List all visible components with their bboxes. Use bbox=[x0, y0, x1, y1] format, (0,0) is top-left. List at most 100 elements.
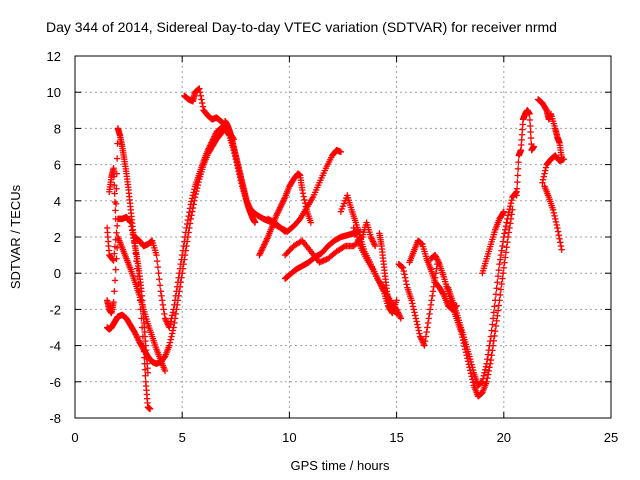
y-tick-label: -4 bbox=[49, 339, 61, 354]
data-series bbox=[221, 117, 259, 226]
data-point-marker bbox=[493, 285, 500, 292]
data-point-marker bbox=[127, 219, 134, 226]
x-tick-label: 25 bbox=[604, 430, 618, 445]
data-point-marker bbox=[112, 266, 119, 273]
data-point-marker bbox=[415, 327, 422, 334]
data-point-marker bbox=[481, 369, 488, 376]
data-point-marker bbox=[190, 189, 197, 196]
data-point-marker bbox=[140, 342, 147, 349]
y-tick-label: 4 bbox=[54, 194, 61, 209]
data-point-marker bbox=[126, 218, 134, 225]
data-point-marker bbox=[426, 310, 433, 318]
data-point-marker bbox=[555, 231, 563, 239]
data-point-marker bbox=[514, 165, 522, 173]
data-series bbox=[106, 125, 152, 376]
data-point-marker bbox=[111, 277, 119, 284]
data-point-marker bbox=[505, 229, 513, 236]
data-point-marker bbox=[189, 192, 197, 199]
x-tick-label: 20 bbox=[497, 430, 511, 445]
data-series bbox=[539, 152, 568, 186]
y-axis-label: SDTVAR / TECUs bbox=[8, 184, 23, 289]
data-point-marker bbox=[499, 238, 507, 245]
data-point-marker bbox=[490, 309, 497, 316]
data-point-marker bbox=[161, 310, 168, 318]
data-point-marker bbox=[483, 360, 490, 367]
data-point-marker bbox=[424, 324, 431, 331]
data-point-marker bbox=[527, 122, 534, 130]
data-point-marker bbox=[482, 366, 489, 373]
data-point-marker bbox=[502, 222, 510, 230]
data-point-marker bbox=[506, 206, 513, 213]
data-point-marker bbox=[353, 233, 361, 241]
data-point-marker bbox=[488, 327, 495, 334]
y-tick-label: 12 bbox=[47, 49, 61, 64]
y-tick-label: -6 bbox=[49, 375, 61, 390]
data-point-marker bbox=[499, 275, 506, 282]
data-point-marker bbox=[401, 274, 409, 281]
data-point-marker bbox=[199, 99, 206, 107]
data-point-marker bbox=[507, 220, 514, 227]
data-point-marker bbox=[413, 318, 420, 325]
data-point-marker bbox=[502, 226, 509, 233]
data-point-marker bbox=[156, 276, 163, 283]
data-point-marker bbox=[355, 239, 363, 247]
data-point-marker bbox=[146, 405, 154, 413]
data-series bbox=[264, 146, 345, 235]
data-point-marker bbox=[132, 250, 139, 257]
data-series bbox=[103, 233, 169, 375]
data-point-marker bbox=[411, 309, 418, 316]
data-series bbox=[131, 121, 229, 331]
data-series bbox=[541, 183, 565, 253]
data-point-marker bbox=[156, 282, 164, 289]
data-point-marker bbox=[153, 257, 161, 265]
data-point-marker bbox=[497, 256, 504, 263]
data-point-marker bbox=[480, 372, 487, 379]
data-point-marker bbox=[401, 271, 408, 278]
data-point-marker bbox=[513, 192, 520, 199]
data-point-marker bbox=[337, 148, 345, 156]
data-point-marker bbox=[128, 223, 135, 230]
data-point-marker bbox=[550, 209, 558, 217]
data-point-marker bbox=[560, 155, 568, 163]
data-point-marker bbox=[397, 315, 405, 322]
data-point-marker bbox=[181, 233, 189, 241]
data-point-marker bbox=[139, 333, 147, 340]
data-point-marker bbox=[133, 265, 141, 272]
data-point-marker bbox=[113, 185, 120, 192]
data-point-marker bbox=[421, 342, 428, 349]
data-point-marker bbox=[493, 317, 500, 325]
data-point-marker bbox=[485, 367, 492, 375]
data-point-marker bbox=[111, 288, 118, 295]
data-series bbox=[479, 208, 507, 277]
data-point-marker bbox=[514, 172, 521, 179]
data-point-marker bbox=[171, 301, 178, 309]
data-point-marker bbox=[494, 279, 501, 286]
y-tick-label: -2 bbox=[49, 302, 61, 317]
data-point-marker bbox=[479, 378, 486, 385]
data-point-marker bbox=[350, 224, 357, 232]
data-point-marker bbox=[186, 209, 193, 216]
data-point-marker bbox=[489, 315, 497, 322]
data-point-marker bbox=[482, 363, 490, 370]
data-point-marker bbox=[371, 242, 379, 250]
data-point-marker bbox=[409, 303, 417, 310]
data-point-marker bbox=[160, 306, 167, 313]
data-point-marker bbox=[484, 355, 491, 363]
data-point-marker bbox=[184, 216, 192, 224]
y-tick-label: 10 bbox=[47, 85, 61, 100]
data-point-marker bbox=[539, 176, 547, 183]
data-point-marker bbox=[166, 324, 173, 331]
data-point-marker bbox=[487, 356, 495, 364]
data-point-marker bbox=[484, 351, 492, 358]
data-point-marker bbox=[113, 155, 121, 162]
data-point-marker bbox=[111, 181, 118, 189]
chart-title: Day 344 of 2014, Sidereal Day-to-day VTE… bbox=[46, 19, 557, 35]
data-point-marker bbox=[111, 190, 118, 197]
data-point-marker bbox=[500, 264, 507, 271]
data-point-marker bbox=[414, 324, 422, 331]
data-series bbox=[281, 228, 364, 282]
data-point-marker bbox=[299, 186, 306, 194]
data-point-marker bbox=[504, 215, 511, 223]
data-point-marker bbox=[429, 292, 436, 300]
data-point-marker bbox=[171, 297, 179, 304]
